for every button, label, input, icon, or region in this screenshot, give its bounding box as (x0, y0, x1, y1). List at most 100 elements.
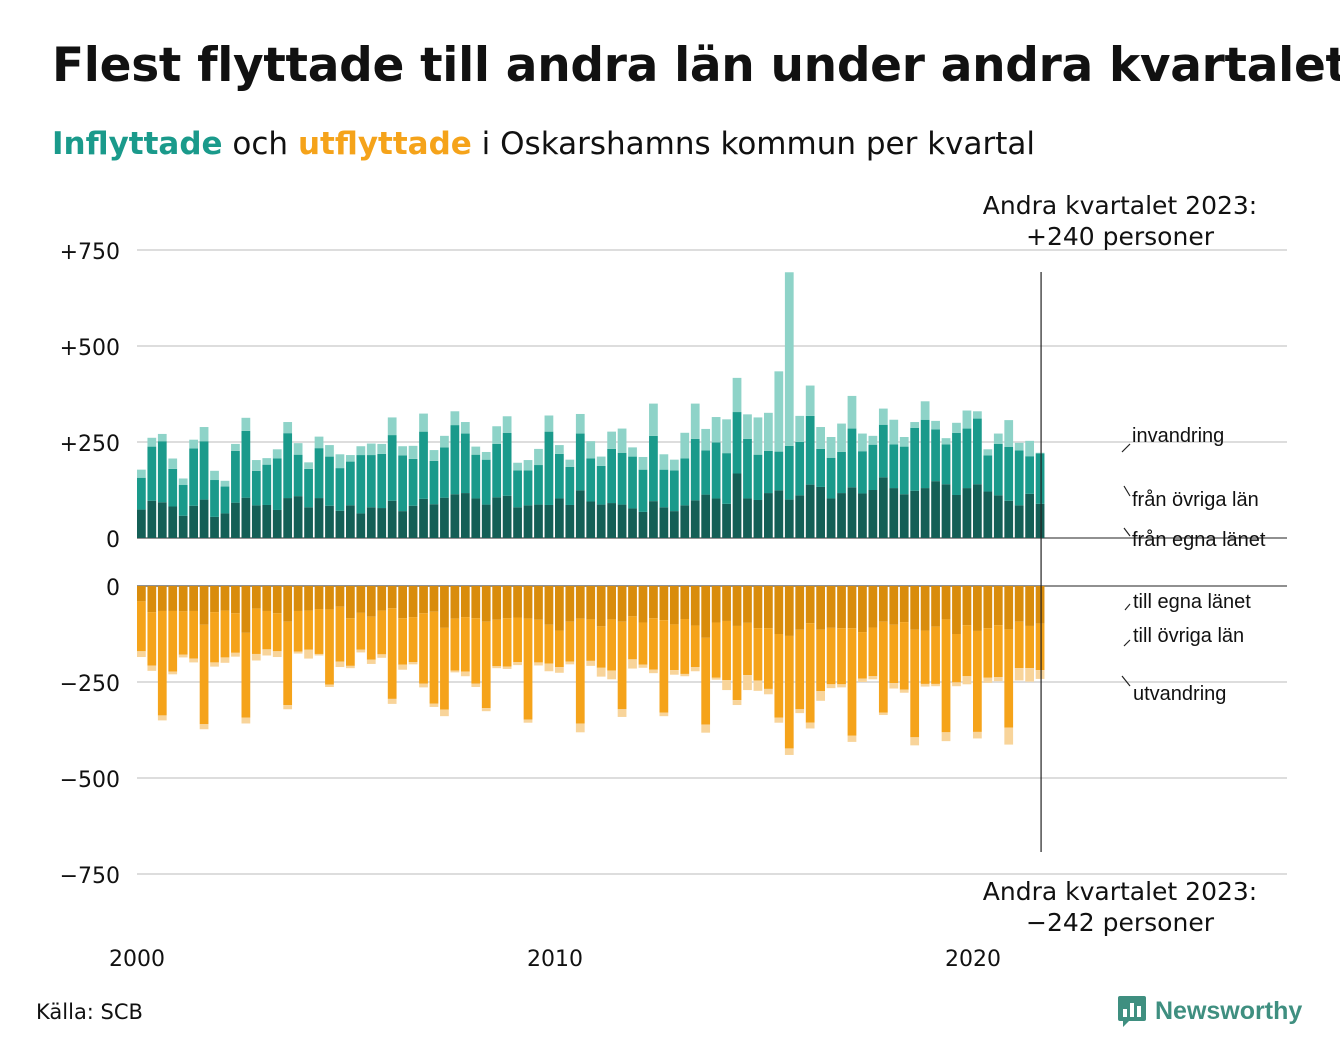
bar-in-immigration (659, 454, 669, 470)
bar-out-own (889, 586, 899, 625)
bar-out-emigration (607, 670, 616, 680)
bar-out-other (628, 616, 637, 660)
bar-in-immigration (262, 458, 272, 465)
bar-out-other (732, 625, 742, 701)
bar-in-immigration (157, 433, 167, 442)
bar-in-own (555, 498, 564, 538)
bar-out-own (262, 586, 272, 611)
bar-in-own (596, 504, 606, 538)
bar-in-immigration (429, 450, 439, 461)
bar-out-other (502, 618, 512, 667)
bar-out-emigration (293, 651, 303, 654)
bar-in-other (481, 459, 491, 505)
bar-in-own (1004, 500, 1014, 538)
bar-in-own (231, 502, 240, 538)
bar-in-own (534, 504, 543, 538)
bar-out-other (847, 628, 857, 736)
bar-in-other (314, 448, 324, 499)
bar-out-emigration (764, 688, 773, 695)
bar-out-emigration (534, 662, 543, 666)
bar-in-own (690, 500, 700, 538)
bar-out-other (784, 635, 794, 749)
bar-in-other (837, 451, 846, 494)
bar-out-other (481, 621, 491, 709)
bar-out-emigration (210, 662, 219, 667)
bar-out-own (816, 586, 825, 630)
bar-out-other (293, 610, 303, 652)
bar-in-immigration (711, 417, 721, 443)
bar-out-other (858, 632, 867, 679)
bar-out-other (513, 617, 522, 663)
bar-in-own (669, 511, 679, 538)
bar-out-own (450, 586, 460, 619)
bar-out-other (523, 618, 533, 720)
bar-in-immigration (544, 415, 554, 432)
bar-out-own (137, 586, 146, 602)
bar-out-emigration (931, 683, 940, 687)
bar-in-other (993, 443, 1003, 496)
bar-out-emigration (837, 684, 846, 688)
bar-out-own (408, 586, 418, 618)
y-tick-top: +250 (60, 432, 120, 457)
bar-out-emigration (649, 669, 658, 674)
bar-in-own (1025, 493, 1034, 538)
bar-in-other (419, 431, 428, 499)
bar-out-own (534, 586, 543, 620)
bar-out-own (220, 586, 230, 611)
bar-out-emigration (440, 709, 449, 717)
bar-in-immigration (962, 410, 972, 429)
y-tick-top: 0 (106, 528, 120, 553)
bar-in-own (952, 494, 961, 538)
bar-in-immigration (1004, 420, 1014, 447)
bar-out-emigration (314, 653, 324, 656)
bar-in-own (753, 499, 763, 538)
bar-chart-icon (1118, 996, 1146, 1027)
bar-in-other (262, 464, 272, 505)
bar-out-emigration (596, 667, 606, 677)
bar-in-own (701, 494, 711, 538)
bar-in-other (690, 438, 700, 501)
bar-out-other (356, 612, 366, 650)
bar-in-own (419, 498, 428, 538)
bar-out-emigration (398, 664, 407, 670)
bar-out-own (523, 586, 533, 619)
bar-in-other (534, 465, 543, 505)
bar-out-own (586, 586, 596, 620)
bar-out-own (565, 586, 575, 622)
bar-in-immigration (638, 456, 648, 470)
newsworthy-logo: Newsworthy (1117, 994, 1302, 1028)
bar-out-other (325, 609, 334, 685)
bar-out-own (231, 586, 240, 614)
bar-out-emigration (690, 667, 700, 672)
bar-out-own (1035, 586, 1045, 624)
bar-in-immigration (220, 480, 230, 487)
label-utvandring: utvandring (1133, 683, 1226, 705)
bar-in-immigration (889, 419, 899, 445)
bar-out-own (199, 586, 209, 625)
bar-in-other (732, 412, 742, 474)
bar-in-immigration (272, 449, 282, 459)
bar-in-immigration (628, 447, 637, 457)
subtitle-and-word: och (232, 126, 289, 162)
bar-out-own (157, 586, 167, 611)
bar-in-immigration (837, 423, 846, 452)
bar-out-own (753, 586, 763, 629)
bar-out-other (251, 608, 261, 654)
label-invandring-leader (1121, 443, 1131, 453)
bar-in-other (335, 468, 345, 511)
bar-in-other (220, 486, 230, 514)
bar-out-emigration (858, 678, 867, 682)
bar-in-own (889, 488, 899, 538)
bar-out-own (346, 586, 355, 619)
bar-in-own (471, 498, 481, 538)
bar-out-other (607, 619, 616, 671)
bar-out-emigration (157, 715, 167, 721)
bar-out-other (941, 619, 951, 733)
bar-out-own (774, 586, 784, 634)
bar-in-own (346, 505, 355, 538)
bar-out-other (889, 624, 899, 684)
bar-in-immigration (356, 446, 366, 456)
bar-in-other (1035, 453, 1045, 504)
bar-in-immigration (764, 412, 773, 451)
